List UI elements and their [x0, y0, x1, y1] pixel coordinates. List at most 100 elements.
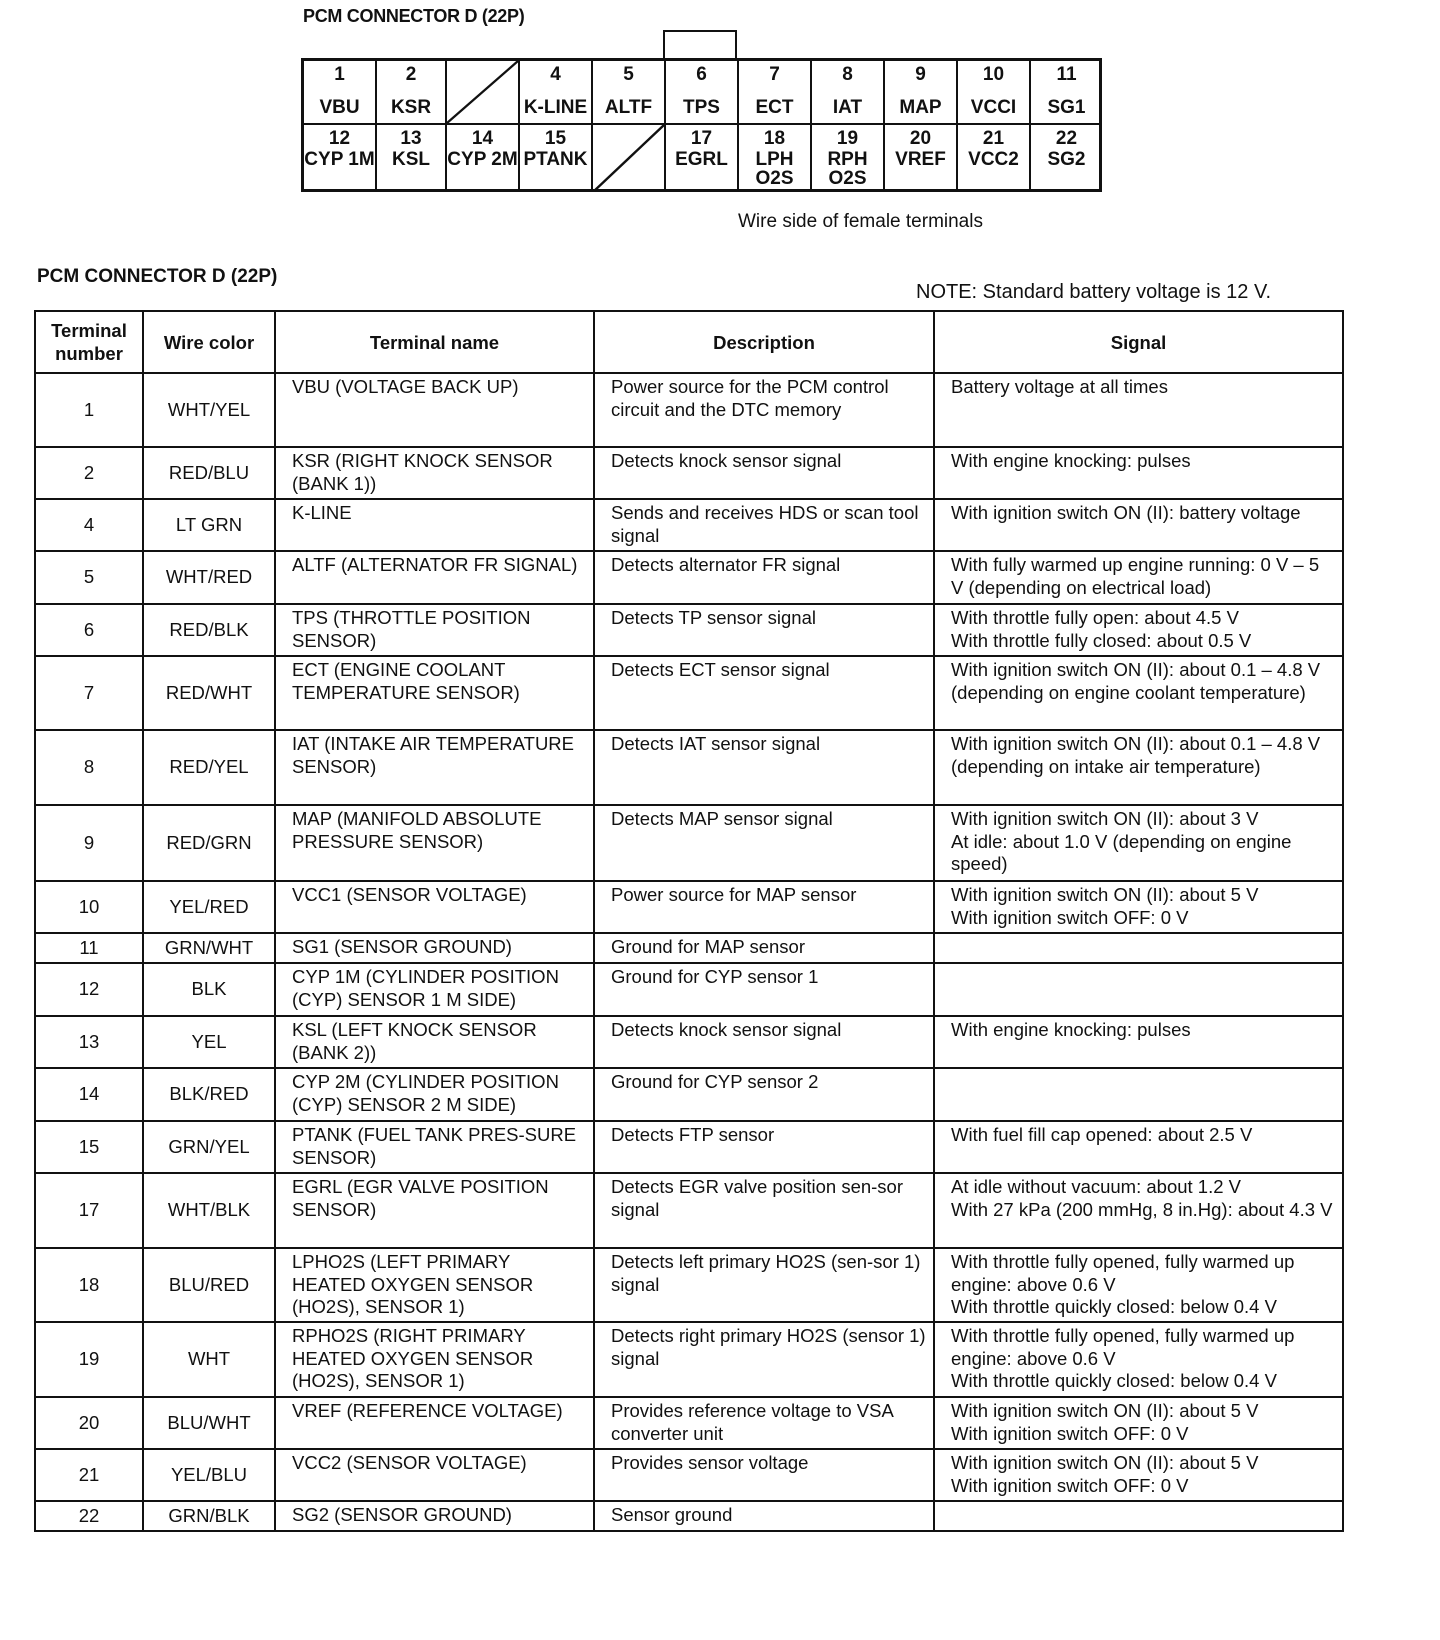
- wire-color-cell: GRN/BLK: [142, 1500, 276, 1532]
- terminal-21: 21 VCC2: [958, 125, 1031, 192]
- table-row: 21 YEL/BLU VCC2 (SENSOR VOLTAGE) Provides s…: [34, 1448, 1344, 1502]
- terminal-name-cell: VBU (VOLTAGE BACK UP): [274, 372, 595, 448]
- description-cell: Detects knock sensor signal: [593, 446, 935, 500]
- signal-cell: With ignition switch ON (II): about 0.1 …: [933, 655, 1344, 731]
- description-cell: Detects alternator FR signal: [593, 550, 935, 605]
- terminal-number: 6: [696, 64, 707, 85]
- terminal-label: CYP 2M: [447, 149, 518, 170]
- signal-cell: With fuel fill cap opened: about 2.5 V: [933, 1120, 1344, 1174]
- signal-cell: With engine knocking: pulses: [933, 446, 1344, 500]
- terminal-15: 15 PTANK: [520, 125, 593, 192]
- terminal-label: ALTF: [604, 97, 653, 118]
- header-terminal-number: Terminal number: [34, 310, 144, 374]
- terminal-number: 17: [690, 128, 713, 149]
- terminal-number: 5: [623, 64, 634, 85]
- wire-color-cell: BLK: [142, 962, 276, 1017]
- terminal-number: 13: [400, 128, 422, 149]
- terminal-11: 11 SG1: [1031, 61, 1102, 125]
- terminal-5: 5 ALTF: [593, 61, 666, 125]
- wire-color-cell: RED/WHT: [142, 655, 276, 731]
- terminal-name-cell: KSL (LEFT KNOCK SENSOR (BANK 2)): [274, 1015, 595, 1069]
- blank-slash-icon: [447, 61, 518, 123]
- terminal-10: 10 VCCI: [958, 61, 1031, 125]
- wire-color-cell: YEL: [142, 1015, 276, 1069]
- signal-cell: With fully warmed up engine running: 0 V…: [933, 550, 1344, 605]
- terminal-number-cell: 21: [34, 1448, 144, 1502]
- terminal-number: 12: [328, 128, 351, 149]
- wire-color-cell: BLK/RED: [142, 1067, 276, 1122]
- table-row: 8 RED/YEL IAT (INTAKE AIR TEMPERATURE SENS…: [34, 729, 1344, 806]
- terminal-label: RPH O2S: [827, 149, 868, 189]
- battery-note: NOTE: Standard battery voltage is 12 V.: [916, 281, 1272, 303]
- table-row: 10 YEL/RED VCC1 (SENSOR VOLTAGE) Power sour…: [34, 880, 1344, 934]
- diagram-caption: Wire side of female terminals: [738, 211, 983, 232]
- table-row: 20 BLU/WHT VREF (REFERENCE VOLTAGE) Provide…: [34, 1396, 1344, 1450]
- table-row: 14 BLK/RED CYP 2M (CYLINDER POSITION (CYP)…: [34, 1067, 1344, 1122]
- signal-cell: With ignition switch ON (II): about 5 V …: [933, 1396, 1344, 1450]
- header-signal: Signal: [933, 310, 1344, 374]
- terminal-number: 1: [334, 64, 345, 85]
- terminal-number-cell: 15: [34, 1120, 144, 1174]
- wire-color-cell: YEL/BLU: [142, 1448, 276, 1502]
- table-row: 19 WHT RPHO2S (RIGHT PRIMARY HEATED OXYGEN…: [34, 1321, 1344, 1398]
- terminal-label: SG2: [1047, 149, 1086, 170]
- terminal-number: 2: [405, 64, 417, 85]
- terminal-number-cell: 22: [34, 1500, 144, 1532]
- terminal-14: 14 CYP 2M: [447, 125, 520, 192]
- terminal-number: 20: [909, 128, 932, 149]
- terminal-7: 7 ECT: [739, 61, 812, 125]
- wire-color-cell: LT GRN: [142, 498, 276, 552]
- signal-cell: With ignition switch ON (II): about 5 V …: [933, 880, 1344, 934]
- blank-slash-icon: [593, 125, 664, 192]
- wire-color-cell: RED/BLK: [142, 603, 276, 657]
- terminal-number-cell: 19: [34, 1321, 144, 1398]
- description-cell: Sensor ground: [593, 1500, 935, 1532]
- terminal-name-cell: RPHO2S (RIGHT PRIMARY HEATED OXYGEN SENS…: [274, 1321, 595, 1398]
- terminal-label: VCC2: [968, 149, 1019, 170]
- terminal-4: 4 K-LINE: [520, 61, 593, 125]
- terminal-name-cell: TPS (THROTTLE POSITION SENSOR): [274, 603, 595, 657]
- wire-color-cell: GRN/YEL: [142, 1120, 276, 1174]
- wire-color-cell: BLU/RED: [142, 1247, 276, 1323]
- terminal-19: 19 RPH O2S: [812, 125, 885, 192]
- terminal-18: 18 LPH O2S: [739, 125, 812, 192]
- terminal-label: CYP 1M: [304, 149, 375, 170]
- terminal-label: IAT: [832, 97, 863, 118]
- terminal-name-cell: K-LINE: [274, 498, 595, 552]
- terminal-label: K-LINE: [523, 97, 588, 118]
- wire-color-cell: WHT/YEL: [142, 372, 276, 448]
- terminal-name-cell: CYP 1M (CYLINDER POSITION (CYP) SENSOR 1…: [274, 962, 595, 1017]
- signal-cell: With ignition switch ON (II): about 0.1 …: [933, 729, 1344, 806]
- table-row: 13 YEL KSL (LEFT KNOCK SENSOR (BANK 2)) Det…: [34, 1015, 1344, 1069]
- terminal-name-cell: ECT (ENGINE COOLANT TEMPERATURE SENSOR): [274, 655, 595, 731]
- description-cell: Detects IAT sensor signal: [593, 729, 935, 806]
- terminal-17: 17 EGRL: [666, 125, 739, 192]
- signal-cell: At idle without vacuum: about 1.2 V With…: [933, 1172, 1344, 1249]
- terminal-9: 9 MAP: [885, 61, 958, 125]
- terminal-number: 15: [544, 128, 567, 149]
- description-cell: Ground for CYP sensor 1: [593, 962, 935, 1017]
- terminal-label: ECT: [755, 97, 794, 118]
- description-cell: Detects FTP sensor: [593, 1120, 935, 1174]
- terminal-name-cell: VCC2 (SENSOR VOLTAGE): [274, 1448, 595, 1502]
- wire-color-cell: WHT/BLK: [142, 1172, 276, 1249]
- terminal-name-cell: VCC1 (SENSOR VOLTAGE): [274, 880, 595, 934]
- table-row: 9 RED/GRN MAP (MANIFOLD ABSOLUTE PRESSURE …: [34, 804, 1344, 882]
- description-cell: Detects knock sensor signal: [593, 1015, 935, 1069]
- terminal-number: 9: [915, 64, 926, 85]
- terminal-number-cell: 5: [34, 550, 144, 605]
- terminal-name-cell: KSR (RIGHT KNOCK SENSOR (BANK 1)): [274, 446, 595, 500]
- description-cell: Detects ECT sensor signal: [593, 655, 935, 731]
- table-row: 12 BLK CYP 1M (CYLINDER POSITION (CYP) SEN…: [34, 962, 1344, 1017]
- wire-color-cell: RED/GRN: [142, 804, 276, 882]
- terminal-number: 8: [842, 64, 853, 85]
- signal-cell: [933, 1067, 1344, 1122]
- terminal-number: 10: [982, 64, 1005, 85]
- table-row: 1 WHT/YEL VBU (VOLTAGE BACK UP) Power sourc…: [34, 372, 1344, 448]
- table-row: 15 GRN/YEL PTANK (FUEL TANK PRES-SURE SENS…: [34, 1120, 1344, 1174]
- terminal-number-cell: 11: [34, 932, 144, 964]
- terminal-label: TPS: [683, 97, 720, 118]
- signal-cell: With throttle fully opened, fully warmed…: [933, 1247, 1344, 1323]
- terminal-6: 6 TPS: [666, 61, 739, 125]
- terminal-name-cell: PTANK (FUEL TANK PRES-SURE SENSOR): [274, 1120, 595, 1174]
